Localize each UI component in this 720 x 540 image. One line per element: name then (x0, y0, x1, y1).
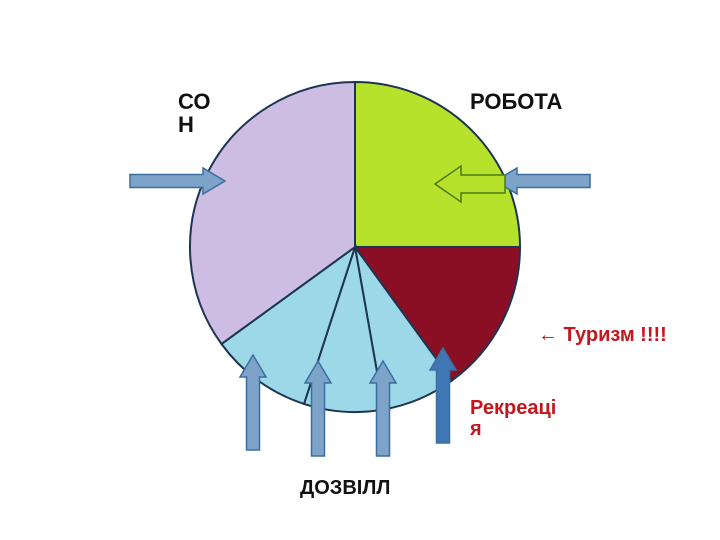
arrow-bottom-1 (240, 355, 266, 450)
pie-group (190, 82, 520, 412)
label-work: РОБОТА (470, 90, 610, 113)
stage: СО Н РОБОТА ДОЗВІЛЛ Рекреаці я ← Туризм … (0, 0, 720, 540)
pie-chart-svg (0, 0, 720, 540)
arrow-work-out (495, 168, 590, 194)
arrow-bottom-4 (430, 348, 456, 443)
label-tourism: ← Туризм !!!! (538, 325, 720, 346)
label-recreation: Рекреаці я (470, 398, 600, 440)
label-sleep: СО Н (178, 90, 238, 136)
arrow-sleep (130, 168, 225, 194)
label-leisure: ДОЗВІЛЛ (300, 478, 460, 499)
